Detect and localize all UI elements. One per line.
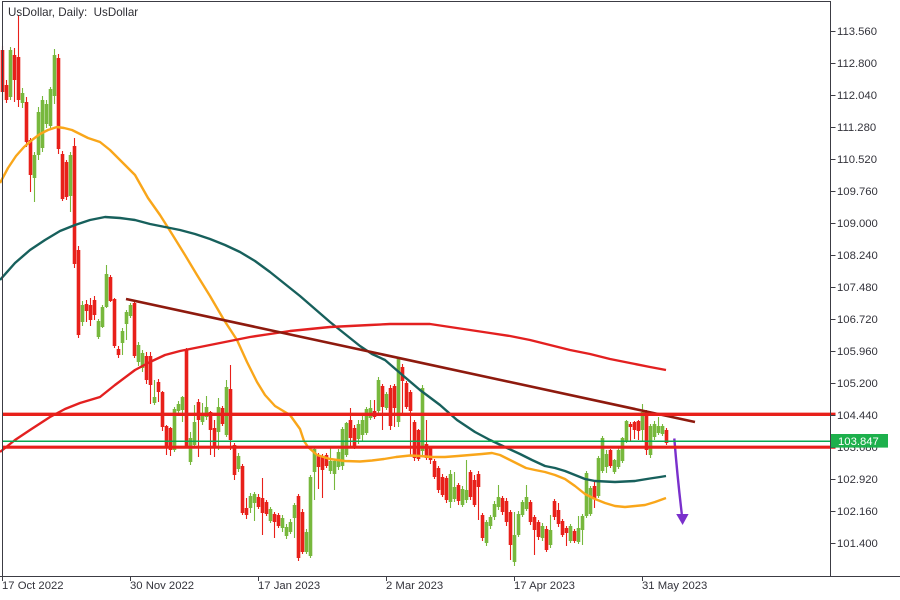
svg-text:109.000: 109.000 bbox=[837, 218, 878, 230]
svg-text:109.760: 109.760 bbox=[837, 186, 878, 198]
svg-text:112.800: 112.800 bbox=[837, 58, 877, 70]
svg-text:112.040: 112.040 bbox=[837, 90, 877, 102]
svg-text:17 Apr 2023: 17 Apr 2023 bbox=[514, 580, 575, 592]
svg-text:104.440: 104.440 bbox=[837, 410, 878, 422]
svg-text:2 Mar 2023: 2 Mar 2023 bbox=[386, 580, 443, 592]
svg-text:105.960: 105.960 bbox=[837, 346, 878, 358]
svg-text:105.200: 105.200 bbox=[837, 378, 878, 390]
svg-text:108.240: 108.240 bbox=[837, 250, 878, 262]
svg-text:106.720: 106.720 bbox=[837, 314, 878, 326]
svg-text:111.280: 111.280 bbox=[837, 122, 876, 134]
svg-text:17 Jan 2023: 17 Jan 2023 bbox=[258, 580, 320, 592]
svg-text:103.847: 103.847 bbox=[838, 436, 879, 448]
svg-text:UsDollar, Daily: UsDollar: UsDollar, Daily: UsDollar bbox=[8, 6, 138, 19]
svg-text:31 May 2023: 31 May 2023 bbox=[642, 580, 707, 592]
svg-text:102.920: 102.920 bbox=[837, 474, 878, 486]
svg-text:101.400: 101.400 bbox=[837, 538, 878, 550]
svg-text:30 Nov 2022: 30 Nov 2022 bbox=[130, 580, 194, 592]
svg-text:107.480: 107.480 bbox=[837, 282, 878, 294]
svg-text:110.520: 110.520 bbox=[837, 154, 877, 166]
svg-text:102.160: 102.160 bbox=[837, 506, 878, 518]
svg-text:17 Oct 2022: 17 Oct 2022 bbox=[2, 580, 64, 592]
svg-text:113.560: 113.560 bbox=[837, 26, 877, 38]
